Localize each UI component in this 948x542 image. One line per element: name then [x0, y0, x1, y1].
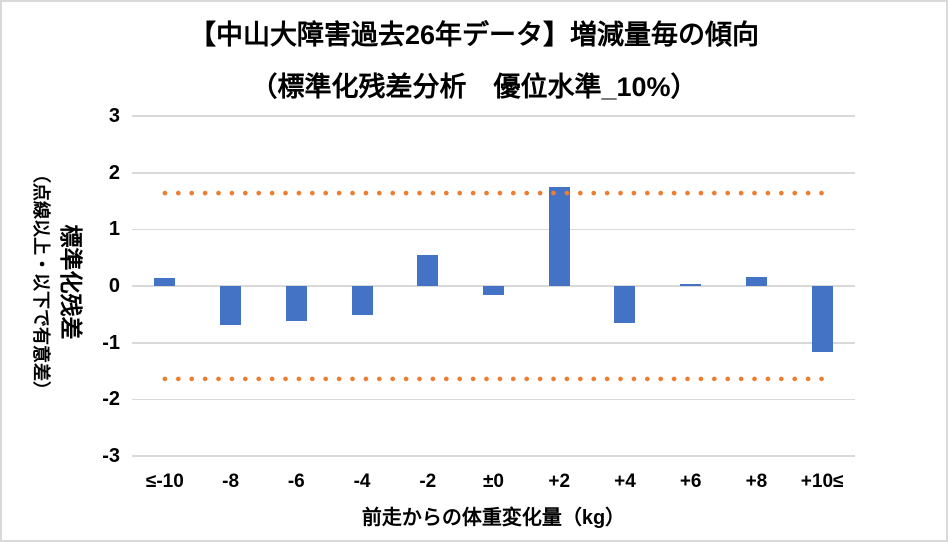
x-axis-title: 前走からの体重変化量（kg）: [361, 507, 626, 529]
y-tick-label--1: -1: [102, 331, 120, 354]
gridline-y-1: [132, 228, 855, 231]
x-tick-label--2: -2: [419, 471, 437, 492]
bar--4: [351, 286, 373, 315]
bar-+8: [745, 276, 767, 286]
threshold-lines-layer: [162, 190, 825, 382]
x-tick-label-±0: ±0: [483, 471, 504, 492]
gridline-y--2: [132, 398, 855, 401]
y-tick-label-3: 3: [108, 105, 120, 127]
bar-+10≤: [811, 286, 833, 352]
y-tick-label--2: -2: [102, 388, 120, 411]
x-tick-label-+2: +2: [548, 471, 571, 492]
gridline-y--1: [132, 341, 855, 344]
x-tick-label--6: -6: [287, 471, 305, 492]
x-tick-label-+10≤: +10≤: [800, 471, 844, 492]
bar--8: [220, 286, 242, 325]
gridline-y-2: [132, 171, 855, 174]
plot-area: [132, 115, 855, 457]
bar--6: [285, 286, 307, 321]
x-tick-label-≤-10: ≤-10: [145, 471, 184, 492]
gridline-y--3: [132, 455, 855, 457]
y-tick-label-0: 0: [108, 275, 120, 297]
bar--2: [417, 255, 439, 286]
x-tick-label-+8: +8: [745, 471, 768, 492]
bar-+4: [614, 286, 636, 324]
y-tick-label--3: -3: [102, 445, 120, 467]
gridline-y-3: [132, 115, 855, 117]
chart-title: 【中山大障害過去26年データ】増減量毎の傾向: [188, 20, 760, 50]
y-tick-label-1: 1: [108, 218, 120, 241]
x-tick-label--8: -8: [222, 471, 240, 492]
y-tick-label-2: 2: [108, 161, 120, 184]
bar-±0: [483, 286, 504, 296]
x-tick-label-+6: +6: [679, 471, 702, 492]
bar-+6: [680, 283, 702, 286]
x-tick-label-+4: +4: [614, 471, 636, 492]
y-axis-title-note: （点線以上・以下で有意差）: [31, 165, 51, 399]
bar-≤-10: [154, 278, 176, 286]
bar-+2: [548, 186, 570, 286]
x-tick-label--4: -4: [353, 471, 371, 492]
chart-subtitle: （標準化残差分析 優位水準_10%）: [250, 72, 698, 102]
